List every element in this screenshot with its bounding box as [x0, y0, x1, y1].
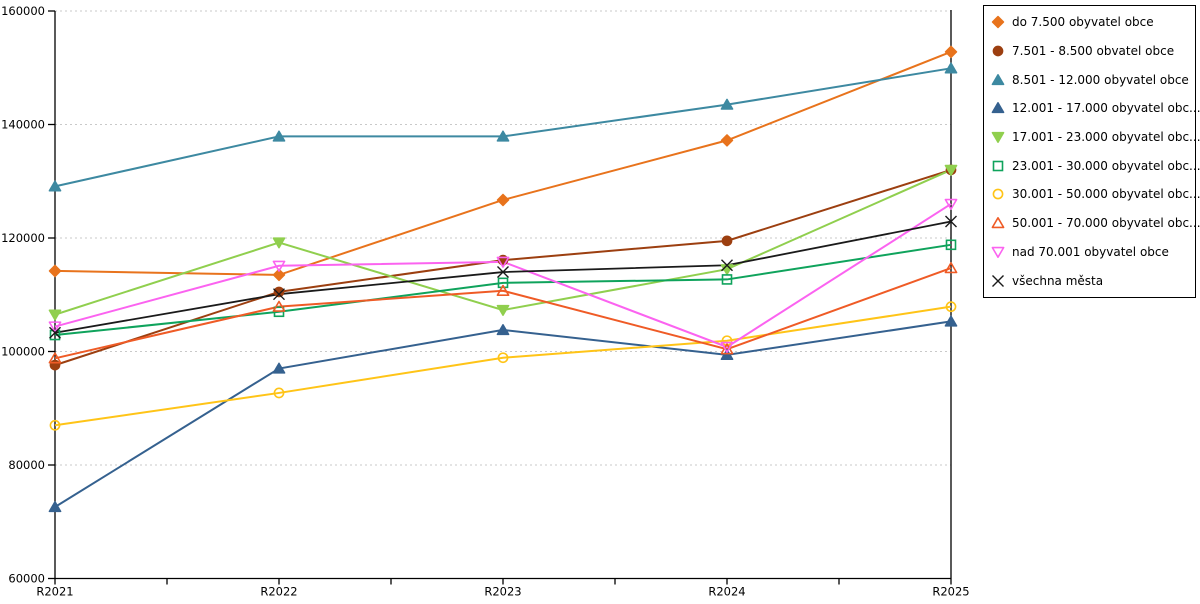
triangle-down-legend-icon: [991, 246, 1005, 258]
y-tick-label: 100000: [1, 345, 45, 359]
legend-item: 50.001 - 70.000 obyvatel obc...: [990, 209, 1200, 237]
diamond-legend-icon: [991, 16, 1005, 29]
y-tick-label: 80000: [8, 458, 45, 472]
y-tick-label: 60000: [8, 572, 45, 586]
series-line-3: [54, 320, 952, 508]
x-tick-label: R2023: [484, 585, 521, 599]
legend-item: nad 70.001 obyvatel obce: [990, 238, 1195, 266]
y-tick-label: 120000: [1, 231, 45, 245]
series-line-7: [54, 267, 952, 360]
legend-item: 7.501 - 8.500 obvatel obce: [990, 37, 1195, 65]
x-tick-label: R2025: [932, 585, 969, 599]
axes: [48, 10, 952, 585]
series-markers-8: [48, 198, 958, 353]
circle-legend-icon: [992, 45, 1004, 57]
triangle-down-legend-icon: [991, 131, 1005, 144]
x-legend-icon: [992, 274, 1004, 287]
series-line-6: [54, 305, 952, 427]
legend-item-label: všechna města: [1012, 273, 1104, 288]
series-markers-9: [49, 215, 957, 339]
legend-item: 8.501 - 12.000 obyvatel obce: [990, 66, 1195, 94]
x-tick-label: R2024: [708, 585, 745, 599]
legend-item-label: 12.001 - 17.000 obyvatel obc...: [1012, 101, 1200, 116]
series-line-5: [54, 243, 952, 337]
x-tick-label: R2021: [36, 585, 73, 599]
series-markers-4: [48, 164, 958, 321]
legend-item: všechna města: [990, 267, 1195, 295]
legend-item: 30.001 - 50.000 obyvatel obc...: [990, 180, 1200, 208]
series-line-4: [54, 168, 952, 316]
legend-item-label: 50.001 - 70.000 obyvatel obc...: [1012, 216, 1200, 231]
legend-item-label: 7.501 - 8.500 obvatel obce: [1012, 44, 1175, 59]
square-legend-icon: [992, 160, 1004, 172]
legend-item-label: do 7.500 obyvatel obce: [1012, 15, 1154, 30]
legend-item-label: 17.001 - 23.000 obyvatel obc...: [1012, 130, 1200, 145]
legend-item: 17.001 - 23.000 obyvatel obc...: [990, 123, 1200, 151]
series-line-2: [54, 67, 952, 188]
x-tick-label: R2022: [260, 585, 297, 599]
series-markers-3: [48, 315, 958, 513]
legend-item-label: 8.501 - 12.000 obyvatel obce: [1012, 72, 1189, 87]
legend-item-label: 30.001 - 50.000 obyvatel obc...: [1012, 187, 1200, 202]
series-markers-0: [48, 45, 958, 282]
legend-item-label: 23.001 - 30.000 obyvatel obc...: [1012, 158, 1200, 173]
legend: do 7.500 obyvatel obce 7.501 - 8.500 obva…: [983, 5, 1200, 298]
legend-item-label: nad 70.001 obyvatel obce: [1012, 244, 1169, 259]
triangle-up-legend-icon: [991, 102, 1005, 114]
series-markers-6: [49, 301, 957, 431]
triangle-up-legend-icon: [991, 217, 1005, 229]
series-markers-2: [48, 62, 958, 192]
y-tick-label: 140000: [1, 118, 45, 132]
legend-item: do 7.500 obyvatel obce: [990, 8, 1195, 36]
y-tick-label: 160000: [1, 4, 45, 18]
circle-legend-icon: [992, 189, 1004, 200]
legend-item: 12.001 - 17.000 obyvatel obc...: [990, 94, 1200, 122]
legend-item: 23.001 - 30.000 obyvatel obc...: [990, 152, 1200, 180]
series-line-0: [54, 50, 952, 276]
triangle-up-legend-icon: [991, 73, 1005, 85]
